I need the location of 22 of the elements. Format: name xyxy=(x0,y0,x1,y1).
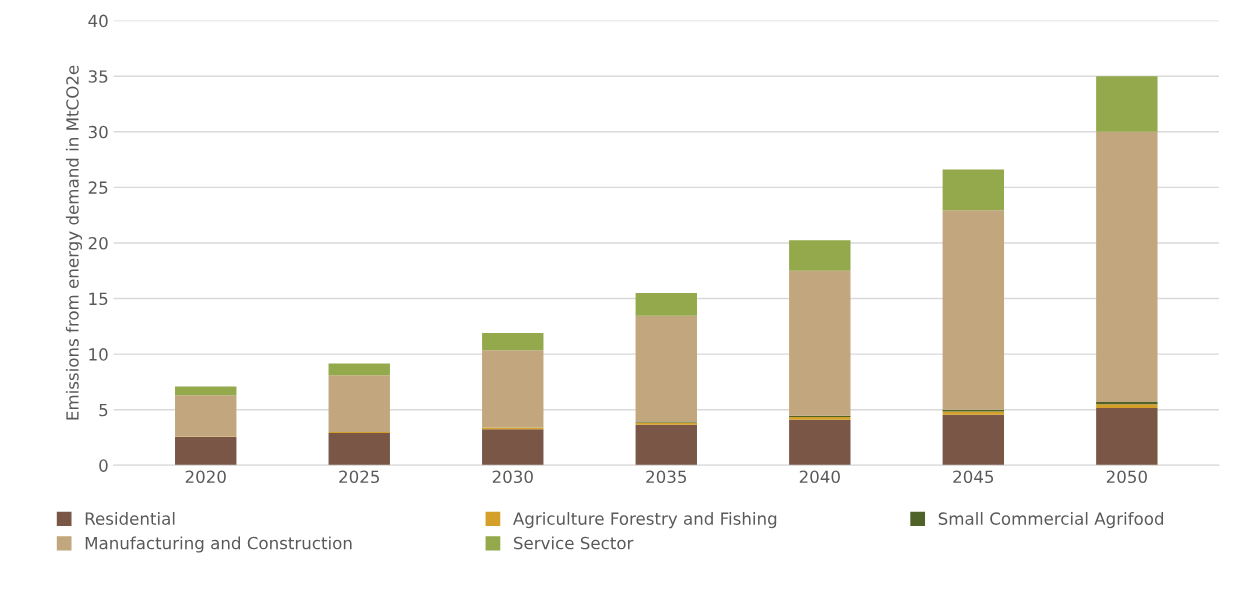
y-tick-label: 40 xyxy=(88,14,108,28)
legend-label: Manufacturing and Construction xyxy=(85,536,352,553)
legend-label: Small Commercial Agrifood xyxy=(938,512,1164,529)
y-tick-label: 0 xyxy=(99,459,108,472)
y-tick-label: 30 xyxy=(88,125,108,139)
y-tick-label: 20 xyxy=(88,236,108,250)
y-tick-label: 25 xyxy=(88,181,108,194)
x-tick-label: 2030 xyxy=(492,470,533,484)
x-tick-label: 2035 xyxy=(646,470,687,484)
y-tick-label: 10 xyxy=(89,348,108,361)
x-tick-label: 2040 xyxy=(799,470,840,484)
legend-label: Residential xyxy=(85,512,175,525)
x-tick-label: 2050 xyxy=(1106,470,1147,484)
y-tick-label: 15 xyxy=(89,292,108,306)
x-tick-label: 2020 xyxy=(185,470,226,484)
y-axis-title: Emissions from energy demand in MtCO2e xyxy=(65,65,82,420)
x-tick-label: 2025 xyxy=(339,470,379,484)
x-tick-label: 2045 xyxy=(953,470,994,484)
legend-label: Service Sector xyxy=(514,536,634,550)
y-tick-label: 35 xyxy=(88,70,108,83)
legend-label: Agriculture Forestry and Fishing xyxy=(513,512,777,529)
y-tick-label: 5 xyxy=(99,403,108,417)
